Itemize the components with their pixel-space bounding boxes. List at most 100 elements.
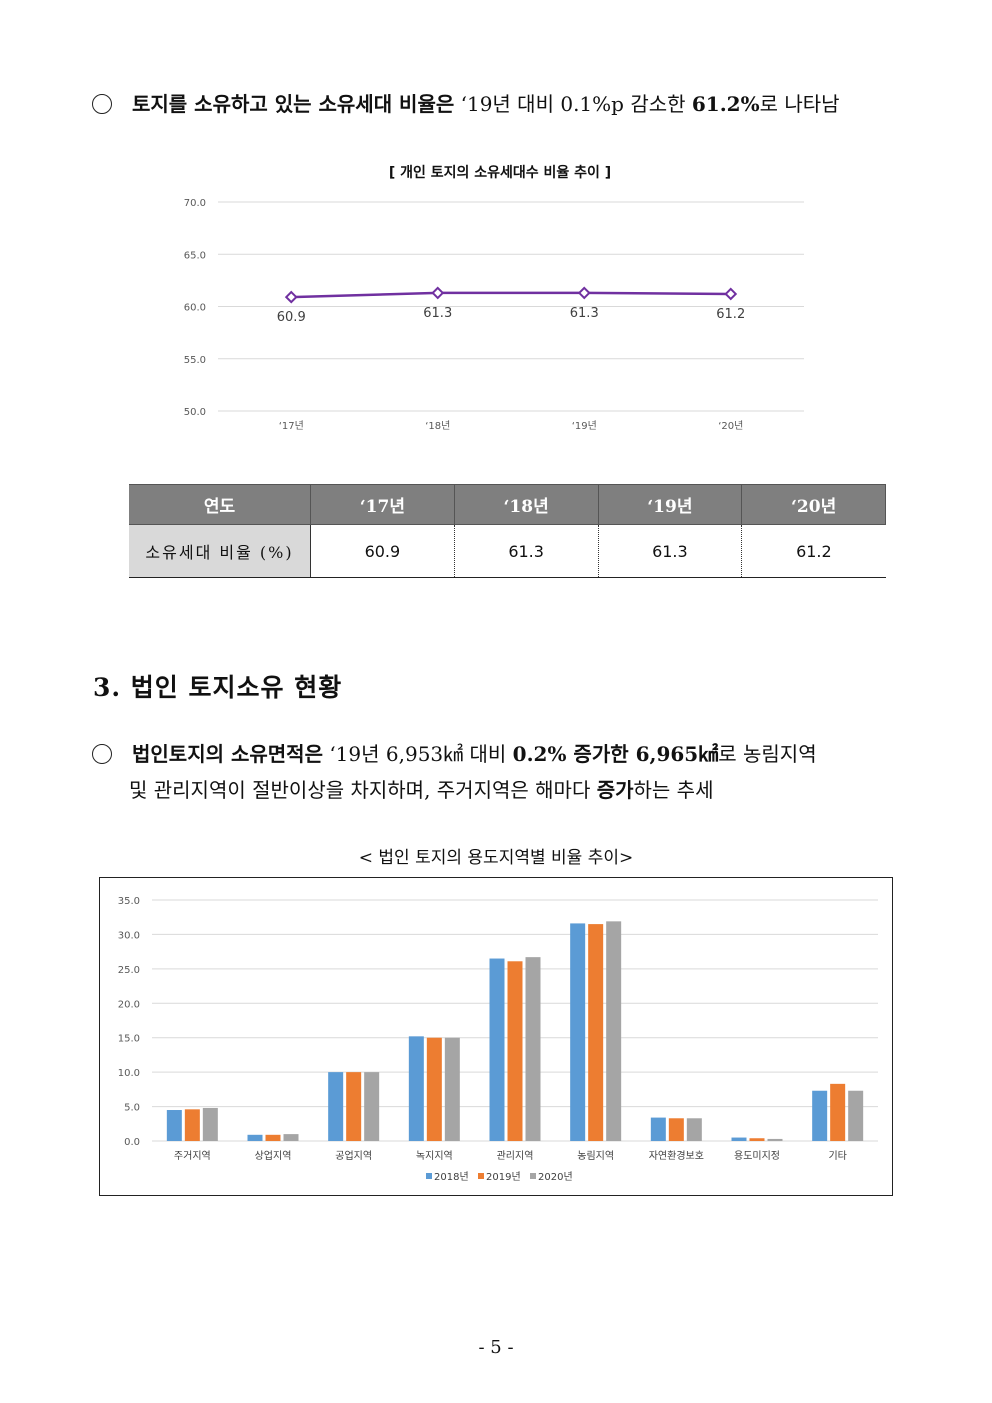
bar bbox=[650, 1117, 666, 1141]
x-tick-label: ‘17년 bbox=[279, 420, 304, 432]
bar bbox=[767, 1138, 783, 1141]
bullet-corporate-land-line1: 법인토지의 소유면적은 ‘19년 6,953㎢ 대비 0.2% 증가한 6,96… bbox=[92, 736, 817, 772]
bar bbox=[408, 1036, 424, 1141]
x-tick-label: 기타 bbox=[828, 1150, 846, 1162]
x-tick-label: 녹지지역 bbox=[416, 1150, 453, 1162]
bullet2-line2-start: 및 관리지역이 절반이상을 차지하며, 주거지역은 해마다 bbox=[129, 778, 597, 802]
chart2-title: < 법인 토지의 용도지역별 비율 추이> bbox=[358, 848, 634, 868]
y-tick-label: 5.0 bbox=[124, 1103, 140, 1114]
data-point-marker bbox=[284, 290, 298, 304]
bar bbox=[247, 1134, 263, 1141]
bar bbox=[328, 1072, 344, 1141]
bar bbox=[570, 923, 586, 1141]
land-use-bar-chart: 0.0 5.0 10.0 15.0 20.0 25.0 30.0 35.0 주거지역 상업지역 공업… bbox=[118, 896, 878, 1183]
bar bbox=[202, 1107, 218, 1141]
household-ratio-line-chart: 70.0 65.0 60.0 55.0 50.0 ‘17년 ‘18년 ‘19년 ‘20년 60.9… bbox=[184, 198, 804, 432]
bar bbox=[507, 961, 523, 1141]
y-tick-label: 25.0 bbox=[118, 965, 140, 976]
table-cell: 61.2 bbox=[741, 524, 886, 578]
table-header-cell: 연도 bbox=[129, 484, 311, 525]
chart1-title: [ 개인 토지의 소유세대수 비율 추이 ] bbox=[388, 165, 612, 181]
y-tick-label: 50.0 bbox=[184, 407, 206, 418]
bullet2-end: 로 농림지역 bbox=[718, 742, 817, 766]
bullet2-bold: 법인토지의 소유면적은 bbox=[132, 742, 323, 766]
bar bbox=[444, 1037, 460, 1141]
legend-swatch bbox=[426, 1173, 432, 1179]
household-ratio-table: 연도 ‘17년 ‘18년 ‘19년 ‘20년 소유세대 비율 (%) 60.9 … bbox=[129, 484, 886, 578]
y-tick-label: 20.0 bbox=[118, 999, 140, 1010]
bar bbox=[525, 957, 541, 1141]
legend-label: 2018년 bbox=[434, 1171, 469, 1183]
bar bbox=[184, 1109, 200, 1141]
bar bbox=[346, 1072, 362, 1141]
bullet1-end: 로 나타남 bbox=[759, 92, 840, 116]
y-tick-label: 60.0 bbox=[184, 303, 206, 314]
bar bbox=[426, 1037, 442, 1141]
x-tick-label: 농림지역 bbox=[577, 1150, 614, 1162]
data-label: 61.3 bbox=[570, 306, 599, 321]
bar bbox=[749, 1138, 765, 1141]
x-tick-label: 자연환경보호 bbox=[649, 1149, 704, 1162]
table-cell: 61.3 bbox=[597, 524, 742, 578]
bullet2-line2-bold: 증가 bbox=[596, 778, 634, 802]
bullet-corporate-land-line2: 및 관리지역이 절반이상을 차지하며, 주거지역은 해마다 증가하는 추세 bbox=[129, 772, 713, 808]
data-label: 61.2 bbox=[716, 307, 745, 322]
bullet-household-ratio: 토지를 소유하고 있는 소유세대 비율은 ‘19년 대비 0.1%p 감소한 6… bbox=[92, 86, 840, 122]
table-row-label: 소유세대 비율 (%) bbox=[129, 524, 311, 578]
table-header-cell: ‘18년 bbox=[453, 484, 599, 525]
bullet2-mid: ‘19년 6,953㎢ 대비 bbox=[322, 742, 513, 766]
y-tick-label: 30.0 bbox=[118, 930, 140, 941]
circle-bullet-icon bbox=[92, 744, 112, 764]
y-tick-label: 35.0 bbox=[118, 896, 140, 907]
x-tick-label: 공업지역 bbox=[335, 1149, 372, 1162]
legend-swatch bbox=[478, 1173, 484, 1179]
bullet2-bold-value: 0.2% 증가한 6,965㎢ bbox=[512, 742, 719, 766]
y-tick-label: 70.0 bbox=[184, 198, 206, 209]
data-point-marker bbox=[431, 286, 445, 300]
y-tick-label: 65.0 bbox=[184, 250, 206, 261]
data-label: 60.9 bbox=[277, 310, 306, 325]
land-use-bar-chart-frame: 0.0 5.0 10.0 15.0 20.0 25.0 30.0 35.0 주거지역 상업지역 공업… bbox=[99, 877, 893, 1196]
bar bbox=[166, 1110, 182, 1141]
bar bbox=[283, 1134, 299, 1141]
y-tick-label: 55.0 bbox=[184, 355, 206, 366]
bar bbox=[364, 1072, 380, 1141]
bar bbox=[812, 1090, 828, 1141]
table-header-cell: ‘17년 bbox=[310, 484, 455, 525]
table-cell: 61.3 bbox=[453, 524, 598, 578]
bar bbox=[588, 924, 604, 1141]
circle-bullet-icon bbox=[92, 94, 112, 114]
y-tick-label: 0.0 bbox=[124, 1137, 140, 1148]
data-point-marker bbox=[577, 286, 591, 300]
bar bbox=[489, 958, 505, 1141]
bar bbox=[686, 1118, 702, 1141]
bar bbox=[265, 1134, 281, 1141]
bullet1-mid: ‘19년 대비 0.1%p 감소한 bbox=[454, 92, 692, 116]
data-point-marker bbox=[724, 287, 738, 301]
data-label: 61.3 bbox=[423, 306, 452, 321]
y-tick-label: 15.0 bbox=[118, 1034, 140, 1045]
section-heading: 3. 법인 토지소유 현황 bbox=[93, 673, 343, 702]
bar bbox=[668, 1118, 684, 1141]
y-tick-label: 10.0 bbox=[118, 1068, 140, 1079]
bullet2-line2-end: 하는 추세 bbox=[633, 778, 714, 802]
x-tick-label: 관리지역 bbox=[497, 1150, 534, 1162]
legend-swatch bbox=[530, 1173, 536, 1179]
legend-label: 2020년 bbox=[538, 1171, 573, 1183]
bullet1-bold-value: 61.2% bbox=[691, 92, 760, 116]
table-row: 소유세대 비율 (%) 60.9 61.3 61.3 61.2 bbox=[129, 524, 886, 578]
table-cell: 60.9 bbox=[310, 524, 455, 578]
bar bbox=[830, 1083, 846, 1141]
bar bbox=[731, 1137, 747, 1141]
legend-label: 2019년 bbox=[486, 1171, 521, 1183]
bar bbox=[606, 921, 622, 1141]
x-tick-label: 주거지역 bbox=[174, 1150, 211, 1162]
table-header-cell: ‘19년 bbox=[597, 484, 743, 525]
page-number: - 5 - bbox=[478, 1337, 514, 1358]
x-tick-label: 상업지역 bbox=[255, 1149, 292, 1162]
bar bbox=[848, 1090, 864, 1141]
bullet1-bold: 토지를 소유하고 있는 소유세대 비율은 bbox=[132, 92, 455, 116]
series-line bbox=[291, 291, 731, 299]
x-tick-label: ‘18년 bbox=[425, 420, 450, 432]
x-tick-label: ‘19년 bbox=[572, 420, 597, 432]
